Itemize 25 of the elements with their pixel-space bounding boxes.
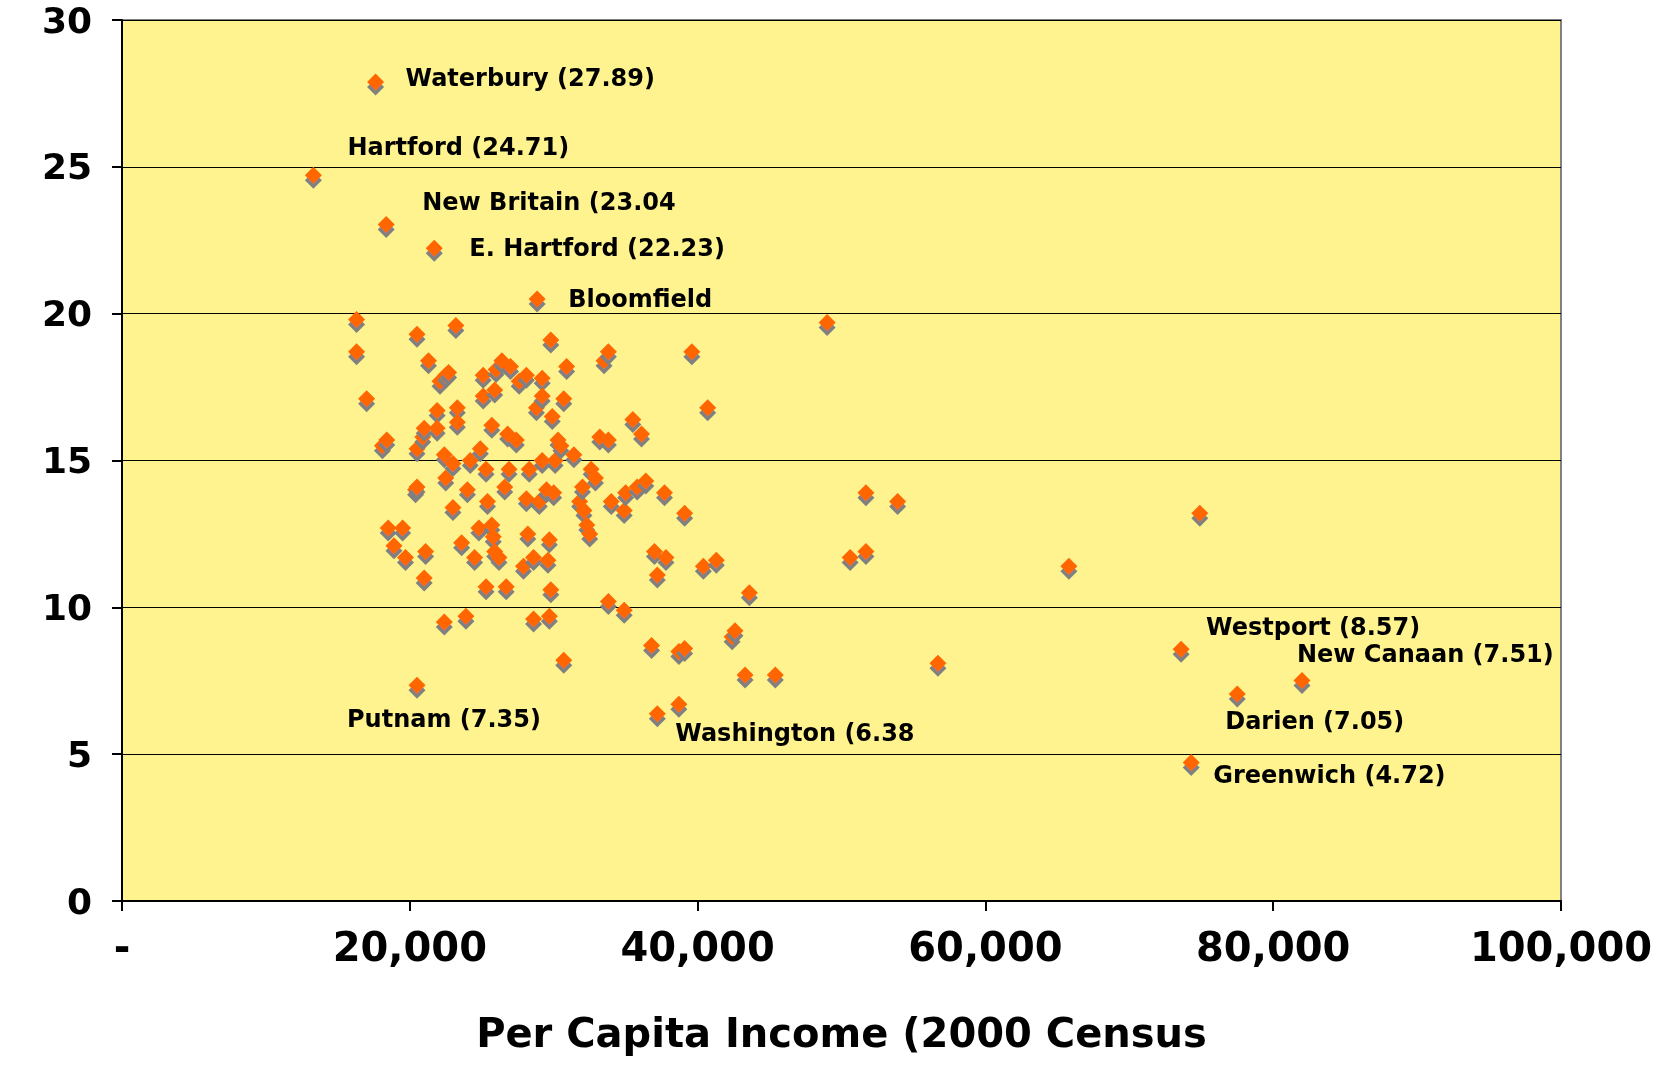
x-tick-label: - [113,924,131,970]
annotation: Waterbury (27.89) [405,63,655,92]
annotation: Greenwich (4.72) [1213,761,1446,790]
y-tick-label: 25 [41,146,92,188]
annotation: Westport (8.57) [1206,613,1421,642]
y-tick-label: 10 [41,586,92,628]
x-axis-title: Per Capita Income (2000 Census [476,1010,1207,1056]
x-tick-label: 40,000 [620,924,775,970]
y-tick-label: 0 [66,880,92,922]
x-tick-label: 100,000 [1469,924,1653,970]
annotation: New Britain (23.04 [422,188,676,217]
annotation: New Canaan (7.51) [1296,640,1554,669]
x-tick-label: 20,000 [332,924,487,970]
y-tick-label: 15 [41,440,92,481]
x-tick-label: 60,000 [908,924,1063,970]
y-tick-label: 30 [41,0,92,41]
annotation: Washington (6.38 [675,718,915,747]
annotation: Putnam (7.35) [346,705,541,734]
y-tick-label: 5 [66,733,92,775]
annotation: Bloomfield [568,284,713,313]
y-tick-label: 20 [41,293,92,335]
annotation: Hartford (24.71) [347,133,570,162]
annotation: Darien (7.05) [1225,706,1405,735]
x-tick-label: 80,000 [1196,924,1351,970]
annotation: E. Hartford (22.23) [469,234,725,263]
